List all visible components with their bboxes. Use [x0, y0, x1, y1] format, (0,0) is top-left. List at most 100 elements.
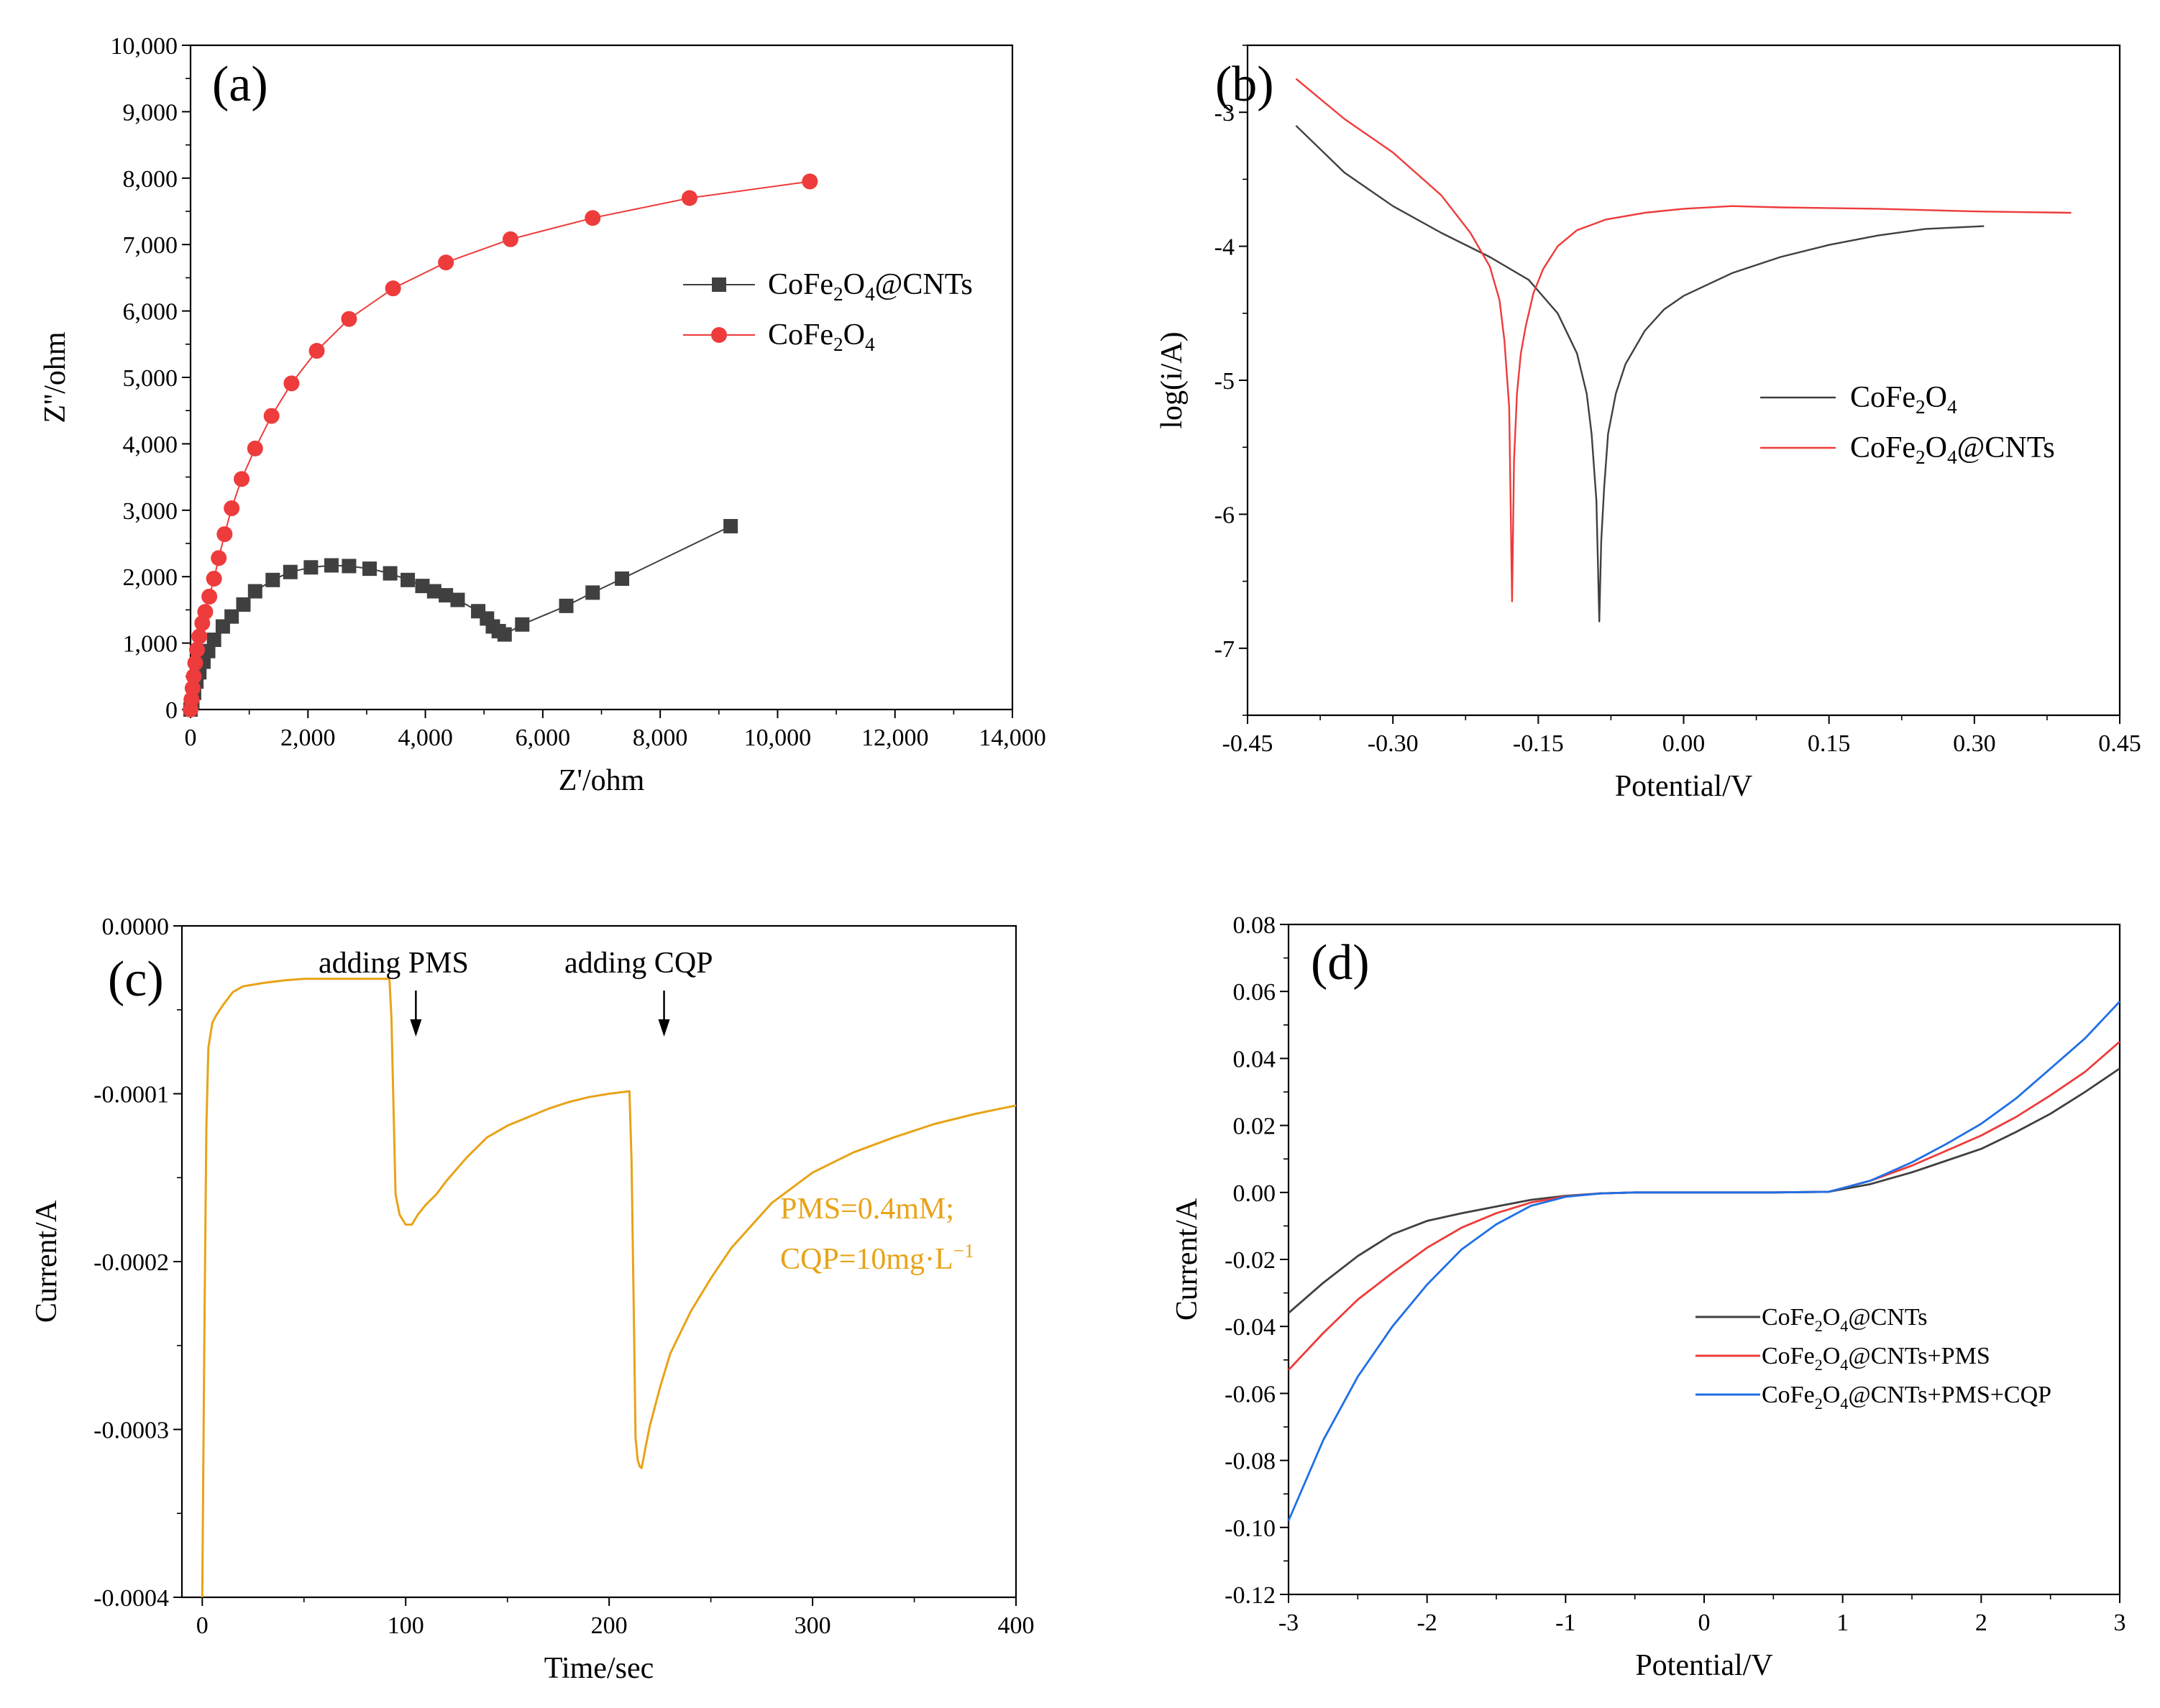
x-tick-label: 4,000	[398, 725, 453, 751]
annotation-adding-pms: adding PMS	[319, 947, 469, 980]
legend-label-subscript: 2	[1815, 1317, 1823, 1335]
data-point	[415, 579, 430, 594]
series-cnts	[1288, 1068, 2120, 1314]
data-point	[362, 561, 377, 577]
arrow-pms-head	[410, 1019, 422, 1037]
data-point	[247, 440, 263, 456]
x-tick-label: -0.30	[1368, 730, 1419, 757]
data-point	[283, 564, 298, 579]
legend-label-part: O	[1823, 1304, 1841, 1331]
data-point	[681, 190, 697, 206]
data-point	[206, 570, 222, 587]
y-tick-label: 0.08	[1233, 912, 1276, 939]
data-point	[247, 584, 262, 599]
legend-label-part: CoFe	[768, 268, 833, 301]
legend-label-part: O	[1926, 381, 1947, 414]
legend-label-part: @CNTs	[875, 268, 973, 301]
y-tick-label: 0.06	[1233, 979, 1276, 1006]
x-tick-label: 200	[591, 1612, 628, 1639]
x-tick-label: 12,000	[861, 725, 929, 751]
data-point	[224, 500, 240, 517]
y-tick-label: 10,000	[111, 33, 178, 60]
x-tick-label: 0	[1698, 1610, 1711, 1636]
panel-b: -0.45 -0.30 -0.15 0.00 0.15 0.30 0.45 -3 -4 -5 -6 -…	[1155, 44, 2141, 803]
y-tick-label: -0.06	[1225, 1381, 1276, 1408]
data-point	[615, 571, 630, 586]
panel-letter: (b)	[1215, 57, 1274, 112]
data-point	[502, 231, 518, 247]
panel-letter: (a)	[212, 57, 268, 112]
legend-label-subscript: 2	[1815, 1395, 1823, 1413]
x-tick-label: -0.15	[1513, 730, 1564, 757]
x-tick-label: 2	[1975, 1610, 1987, 1636]
data-point	[438, 254, 454, 271]
y-tick-label: 0.02	[1233, 1114, 1276, 1140]
legend-label: CoFe2O4@CNTs	[1850, 431, 2055, 468]
legend-label-part: @CNTs	[1848, 1304, 1927, 1331]
y-tick-label: 7,000	[123, 232, 178, 259]
data-point	[197, 604, 214, 620]
plot-frame	[189, 44, 1014, 711]
y-tick-label: -0.0001	[93, 1082, 169, 1108]
series-cofe2o4-cnts	[183, 518, 738, 717]
y-tick-label: 3,000	[123, 498, 178, 525]
condition-cqp-main: CQP=10mg·L	[780, 1243, 953, 1276]
y-tick-label: 0.0000	[102, 914, 170, 940]
data-point	[211, 550, 227, 566]
panel-d: -3 -2 -1 0 1 2 3 0.08 0.06 0.04 0.02 0.00 -0.02 -0.04…	[1171, 912, 2126, 1682]
data-point	[383, 566, 398, 581]
legend-label-part: CoFe	[768, 318, 833, 352]
y-tick-label: -6	[1214, 502, 1235, 528]
data-point	[497, 627, 512, 642]
x-tick-label: 6,000	[516, 725, 571, 751]
y-tick-label: 8,000	[123, 166, 178, 193]
legend-label-part: O	[843, 318, 865, 352]
condition-cqp-superscript: −1	[953, 1240, 974, 1262]
data-point	[802, 173, 818, 190]
legend-label-subscript: 2	[1815, 1356, 1823, 1374]
legend-label-subscript: 4	[1840, 1395, 1848, 1413]
legend-label-part: @CNTs+PMS	[1848, 1343, 1990, 1369]
legend-label: CoFe2O4	[1850, 381, 1957, 418]
data-point	[515, 617, 530, 632]
y-tick-label: -0.0002	[93, 1249, 169, 1276]
data-point	[585, 210, 601, 226]
series-line	[1295, 78, 2072, 602]
x-tick-label: -0.45	[1222, 730, 1273, 757]
legend-label-part: @CNTs	[1957, 431, 2055, 464]
data-point	[216, 526, 233, 543]
x-tick-label: 10,000	[744, 725, 812, 751]
panel-letter: (c)	[108, 952, 164, 1007]
data-point	[263, 408, 280, 424]
series-line	[1295, 124, 1985, 623]
x-tick-label: 8,000	[633, 725, 688, 751]
data-point	[303, 560, 319, 575]
legend-label: CoFe2O4@CNTs	[768, 268, 973, 305]
data-point	[723, 518, 738, 533]
series-line	[1287, 1041, 2120, 1371]
series-line	[190, 525, 731, 710]
legend-label-subscript: 4	[1947, 446, 1957, 468]
y-tick-label: -0.08	[1225, 1448, 1276, 1475]
x-tick-label: 300	[795, 1612, 831, 1639]
y-tick-label: 0.04	[1233, 1046, 1276, 1073]
legend-label: CoFe2O4@CNTs+PMS	[1762, 1343, 1990, 1374]
y-tick-label: 0.00	[1233, 1180, 1276, 1207]
x-tick-label: 0.00	[1662, 730, 1706, 757]
legend-label-subscript: 4	[1840, 1317, 1848, 1335]
panel-c: 0 100 200 300 400 0.0000 -0.0001 -0.0002 -0.0003…	[30, 914, 1035, 1685]
data-point	[559, 598, 574, 613]
x-tick-label: 3	[2114, 1610, 2126, 1636]
annotation-adding-cqp: adding CQP	[564, 947, 713, 980]
data-point	[283, 375, 300, 392]
data-point	[450, 592, 465, 607]
arrow-cqp-head	[658, 1019, 670, 1037]
panel-a: 0 2,000 4,000 6,000 8,000 10,000 12,000 14,000 0…	[39, 33, 1046, 797]
y-tick-label: 6,000	[123, 299, 178, 326]
legend-label-part: O	[843, 268, 865, 301]
data-point	[234, 471, 250, 487]
data-point	[324, 558, 339, 573]
y-tick-label: -0.10	[1225, 1515, 1276, 1542]
series-cnts-pms	[1287, 1041, 2120, 1371]
